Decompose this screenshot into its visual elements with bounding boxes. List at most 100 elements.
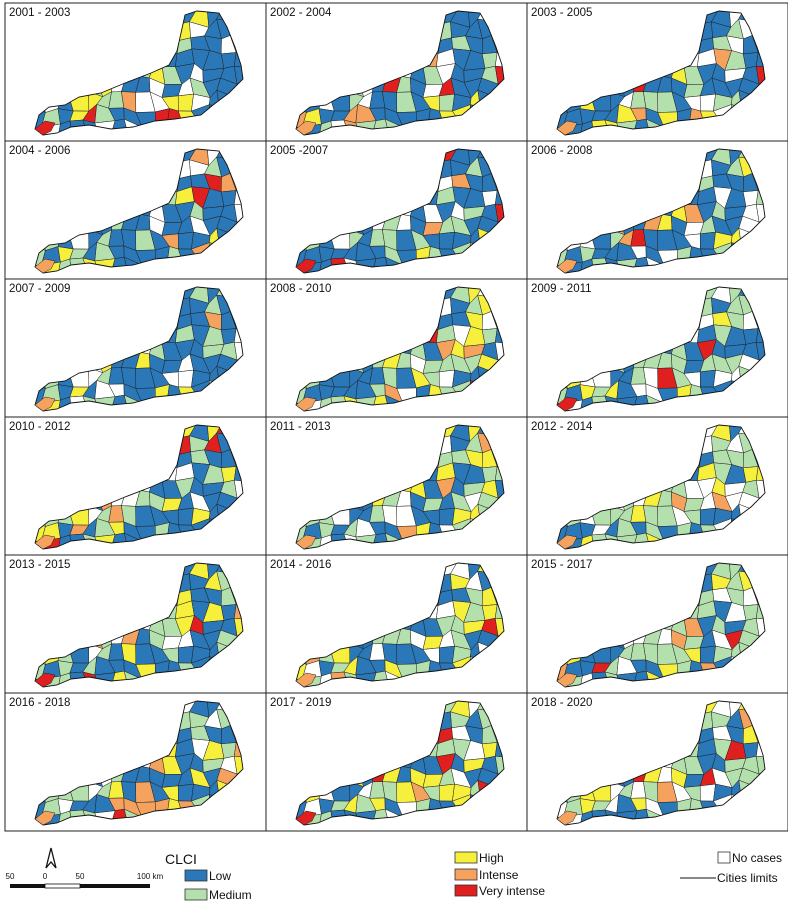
state-outline xyxy=(34,286,244,412)
legend-label: Cities limits xyxy=(717,871,778,885)
municipality xyxy=(699,93,716,112)
state-outline xyxy=(34,10,244,136)
state-outline xyxy=(295,562,505,688)
municipality xyxy=(220,52,237,69)
map-panel: 2015 - 2017 xyxy=(526,554,788,694)
legend-title: CLCI xyxy=(165,851,197,867)
state-outline xyxy=(556,148,766,274)
panel-title: 2018 - 2020 xyxy=(531,697,592,709)
municipality xyxy=(699,507,716,526)
panel-title: 2016 - 2018 xyxy=(9,697,70,709)
municipality xyxy=(481,466,498,483)
scale-label: 0 xyxy=(43,872,48,881)
legend-label: No cases xyxy=(732,851,782,865)
scale-bar xyxy=(80,884,150,888)
legend-swatch xyxy=(717,851,731,864)
state-outline xyxy=(34,148,244,274)
state-outline xyxy=(295,700,505,826)
municipality xyxy=(742,190,759,207)
state-outline xyxy=(34,562,244,688)
municipality xyxy=(742,466,759,483)
scale-bar xyxy=(10,884,45,888)
legend-swatch xyxy=(184,869,208,882)
state-outline xyxy=(295,286,505,412)
state-outline xyxy=(295,10,505,136)
capital-area xyxy=(556,396,578,412)
map-panel: 2011 - 2013 xyxy=(265,416,528,556)
panel-title: 2002 - 2004 xyxy=(270,7,332,19)
capital-area xyxy=(34,258,56,274)
state-outline xyxy=(34,700,244,826)
legend-label: Very intense xyxy=(479,884,545,898)
map-panel: 2016 - 2018 xyxy=(4,692,267,832)
panel-title: 2010 - 2012 xyxy=(9,421,70,433)
map-panel: 2007 - 2009 xyxy=(4,278,267,418)
panel-title: 2008 - 2010 xyxy=(270,283,331,295)
map-panel: 2018 - 2020 xyxy=(526,692,788,832)
municipality xyxy=(742,742,759,759)
panel-title: 2006 - 2008 xyxy=(531,145,592,157)
municipality xyxy=(177,93,194,112)
legend-swatch xyxy=(184,888,208,901)
state-outline xyxy=(556,424,766,550)
municipality xyxy=(699,783,716,802)
map-panel: 2003 - 2005 xyxy=(526,2,788,142)
municipality xyxy=(481,742,498,759)
state-outline xyxy=(556,10,766,136)
municipality xyxy=(177,507,194,526)
scale-label: 100 km xyxy=(137,872,164,881)
panel-title: 2015 - 2017 xyxy=(531,559,592,571)
panel-title: 2009 - 2011 xyxy=(531,283,592,295)
map-panel: 2009 - 2011 xyxy=(526,278,788,418)
municipality xyxy=(177,369,194,388)
capital-area xyxy=(295,396,317,412)
map-panel: 2008 - 2010 xyxy=(265,278,528,418)
municipality xyxy=(438,645,455,664)
panel-title: 2012 - 2014 xyxy=(531,421,593,433)
municipality xyxy=(220,466,237,483)
state-outline xyxy=(556,286,766,412)
legend-swatch xyxy=(454,884,478,897)
state-outline xyxy=(34,424,244,550)
municipality xyxy=(177,231,194,250)
municipality xyxy=(220,742,237,759)
capital-area xyxy=(556,810,578,826)
municipality xyxy=(699,369,716,388)
map-panel: 2005 -2007 xyxy=(265,140,528,280)
municipality xyxy=(438,507,455,526)
municipality xyxy=(438,93,455,112)
panel-title: 2007 - 2009 xyxy=(9,283,70,295)
scale-bar xyxy=(44,883,81,889)
capital-area xyxy=(34,396,56,412)
capital-area xyxy=(34,810,56,826)
legend-label: High xyxy=(479,851,504,865)
scale-label: 50 xyxy=(6,872,15,881)
municipality xyxy=(438,783,455,802)
capital-area xyxy=(556,120,578,136)
capital-area xyxy=(556,672,578,688)
legend-swatch xyxy=(454,851,478,864)
map-panel: 2006 - 2008 xyxy=(526,140,788,280)
municipality xyxy=(481,604,498,621)
panel-title: 2001 - 2003 xyxy=(9,7,70,19)
municipality xyxy=(438,369,455,388)
panel-title: 2014 - 2016 xyxy=(270,559,331,571)
legend-swatch xyxy=(454,868,478,881)
capital-area xyxy=(556,534,578,550)
map-panel: 2004 - 2006 xyxy=(4,140,267,280)
municipality xyxy=(220,604,237,621)
municipality xyxy=(177,645,194,664)
municipality xyxy=(742,604,759,621)
municipality xyxy=(220,328,237,345)
map-panel: 2010 - 2012 xyxy=(4,416,267,556)
map-panel: 2014 - 2016 xyxy=(265,554,528,694)
capital-area xyxy=(295,534,317,550)
municipality xyxy=(699,645,716,664)
legend-label: Low xyxy=(209,869,231,883)
capital-area xyxy=(295,120,317,136)
map-panel: 2001 - 2003 xyxy=(4,2,267,142)
panel-title: 2011 - 2013 xyxy=(270,421,331,433)
municipality xyxy=(742,328,759,345)
capital-area xyxy=(295,672,317,688)
